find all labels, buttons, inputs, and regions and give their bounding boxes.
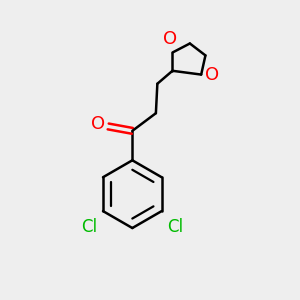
Text: Cl: Cl <box>82 218 98 236</box>
Text: O: O <box>163 30 177 48</box>
Text: O: O <box>205 66 219 84</box>
Text: O: O <box>91 115 105 133</box>
Text: Cl: Cl <box>167 218 183 236</box>
